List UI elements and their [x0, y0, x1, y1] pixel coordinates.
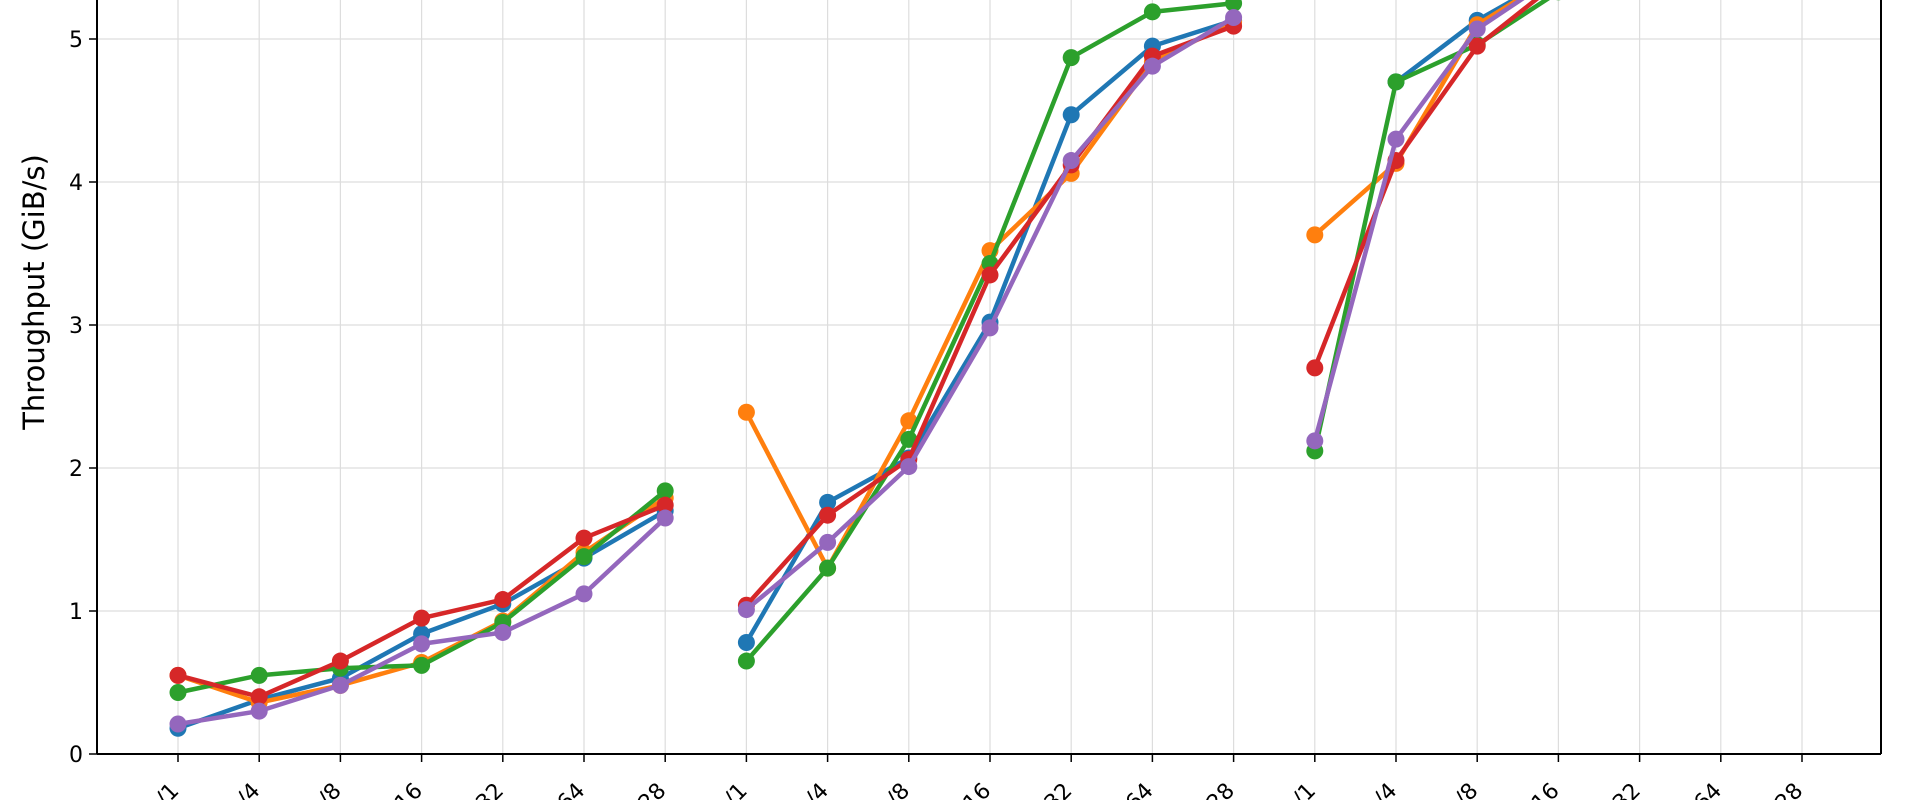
series-line — [1312, 0, 1525, 442]
data-point — [1062, 49, 1080, 67]
x-tick-label: 64 — [1690, 779, 1727, 800]
data-point — [656, 496, 674, 514]
y-tick-label: 1 — [69, 600, 83, 625]
data-point — [737, 652, 755, 670]
y-tick-label: 2 — [69, 457, 83, 482]
data-point — [1306, 432, 1324, 450]
data-point — [575, 585, 593, 603]
data-point — [494, 623, 512, 641]
x-tick-label: 64 — [1121, 779, 1158, 800]
data-point — [575, 548, 593, 566]
data-point — [819, 506, 837, 524]
x-tick-label: /8 — [1451, 779, 1484, 800]
data-point — [1225, 0, 1243, 12]
axes — [96, 0, 1882, 755]
series-5 — [169, 0, 1525, 733]
data-point — [900, 458, 918, 476]
data-point — [737, 403, 755, 421]
data-point — [331, 676, 349, 694]
data-point — [169, 715, 187, 733]
data-point — [819, 559, 837, 577]
data-point — [250, 666, 268, 684]
data-point — [737, 633, 755, 651]
x-tick-label: /4 — [1369, 779, 1402, 800]
x-tick-label: 16 — [390, 779, 427, 800]
data-point — [1306, 226, 1324, 244]
x-tick-label: 16 — [1527, 779, 1564, 800]
series-line — [1313, 0, 1522, 237]
data-point — [250, 702, 268, 720]
x-tick-label: 32 — [472, 779, 509, 800]
data-point — [413, 609, 431, 627]
data-point — [169, 666, 187, 684]
x-tick-label: /8 — [314, 779, 347, 800]
x-tick-label: /1 — [151, 779, 184, 800]
y-tick-label: 4 — [69, 171, 83, 196]
x-tick-label: 28 — [1202, 779, 1239, 800]
x-tick-label: 16 — [959, 779, 996, 800]
data-point — [1225, 9, 1243, 27]
x-axis-ticks: /1/4/8 16 32 64 28/1/4/8 16 32 64 28/1/4/8 16 32 64… — [151, 754, 1808, 800]
series-2 — [169, 0, 1522, 712]
data-point — [169, 684, 187, 702]
y-tick-label: 5 — [69, 28, 83, 53]
data-point — [1387, 73, 1405, 91]
y-axis-ticks: 0 1 2 3 4 5 — [69, 28, 97, 768]
data-point — [819, 533, 837, 551]
data-point — [1143, 57, 1161, 75]
data-point — [331, 652, 349, 670]
series-4 — [169, 0, 1540, 706]
data-point — [413, 635, 431, 653]
series-3 — [169, 0, 1561, 702]
data-point — [413, 656, 431, 674]
x-tick-label: /1 — [720, 779, 753, 800]
data-point — [900, 430, 918, 448]
series-line — [1312, 0, 1550, 452]
data-point — [1143, 3, 1161, 21]
data-point — [656, 482, 674, 500]
data-point — [250, 688, 268, 706]
x-tick-label: /8 — [882, 779, 915, 800]
data-point — [656, 509, 674, 527]
data-point — [737, 601, 755, 619]
series-line — [1312, 0, 1540, 369]
data-point — [819, 493, 837, 511]
x-tick-label: 28 — [1771, 779, 1808, 800]
data-point — [1062, 152, 1080, 170]
y-axis-label: Throughput (GiB/s) — [17, 154, 51, 431]
series-group — [169, 0, 1561, 737]
data-point — [1468, 37, 1486, 55]
x-tick-label: 32 — [1608, 779, 1645, 800]
y-tick-label: 3 — [69, 314, 83, 339]
x-tick-label: 64 — [553, 779, 590, 800]
data-point — [494, 591, 512, 609]
data-point — [575, 529, 593, 547]
data-point — [1468, 20, 1486, 38]
x-tick-label: 32 — [1040, 779, 1077, 800]
data-point — [1306, 359, 1324, 377]
series-1 — [169, 0, 1518, 737]
data-point — [981, 319, 999, 337]
x-tick-label: /4 — [801, 779, 834, 800]
x-tick-label: 28 — [634, 779, 671, 800]
data-point — [1062, 106, 1080, 124]
data-point — [981, 266, 999, 284]
data-point — [1387, 130, 1405, 148]
y-tick-label: 0 — [69, 743, 83, 768]
x-tick-label: /4 — [233, 779, 266, 800]
grid-lines — [97, 0, 1881, 754]
x-tick-label: /1 — [1288, 779, 1321, 800]
